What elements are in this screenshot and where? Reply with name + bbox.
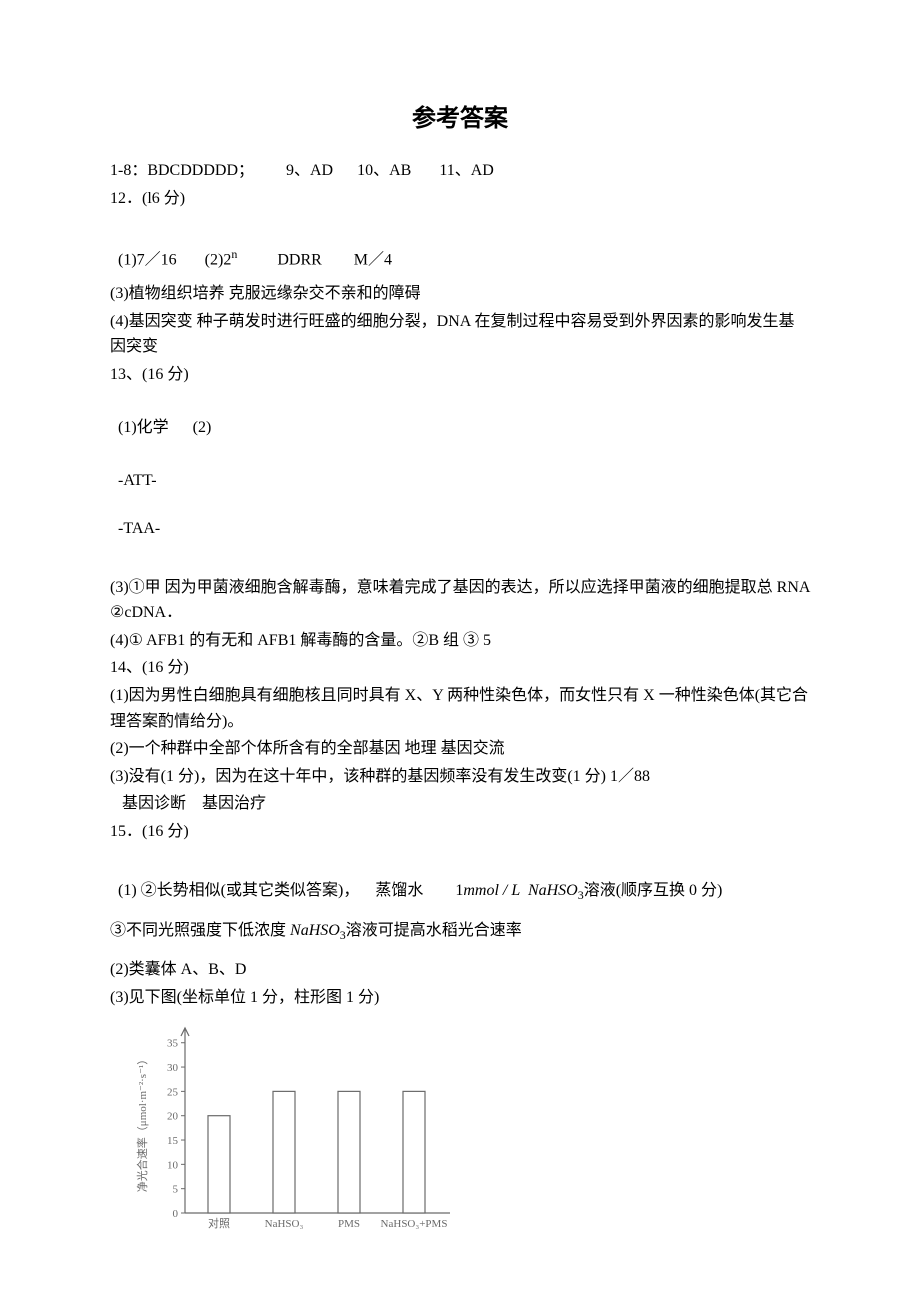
- q15-header: 15．(16 分): [110, 819, 810, 845]
- q12-part4: (4)基因突变 种子萌发时进行旺盛的细胞分裂，DNA 在复制过程中容易受到外界因…: [110, 309, 810, 360]
- q13-part3: (3)①甲 因为甲菌液细胞含解毒酶，意味着完成了基因的表达，所以应选择甲菌液的细…: [110, 575, 810, 626]
- q13-header: 13、(16 分): [110, 362, 810, 388]
- svg-text:35: 35: [167, 1038, 179, 1050]
- answers-line-1: 1-8：BDCDDDDD； 9、AD 10、AB 11、AD: [110, 158, 810, 184]
- q15-part2: (2)类囊体 A、B、D: [110, 957, 810, 983]
- q15-part3: (3)见下图(坐标单位 1 分，柱形图 1 分): [110, 985, 810, 1011]
- q14-part1: (1)因为男性白细胞具有细胞核且同时具有 X、Y 两种性染色体，而女性只有 X …: [110, 683, 810, 734]
- q12-p1-b: DDRR M／4: [237, 252, 392, 269]
- svg-text:净光合速率（μmol·m⁻²·s⁻¹）: 净光合速率（μmol·m⁻²·s⁻¹）: [135, 1054, 149, 1192]
- svg-text:30: 30: [167, 1062, 179, 1074]
- q15-p3-a: ③不同光照强度下低浓度: [110, 922, 290, 939]
- svg-text:15: 15: [167, 1135, 179, 1147]
- bar-chart: 0 5 10 15 20 25 30 35 净光合速率（μmol·m⁻²·s⁻¹） 对照 NaHSO…: [130, 1018, 810, 1248]
- q14-header: 14、(16 分): [110, 655, 810, 681]
- q15-part1-3: ③不同光照强度下低浓度 NaHSO3溶液可提高水稻光合速率: [110, 918, 810, 945]
- dna-bottom-strand: -TAA-: [118, 521, 160, 537]
- svg-text:25: 25: [167, 1087, 179, 1099]
- svg-text:20: 20: [167, 1111, 179, 1123]
- q14-part3b: 基因诊断 基因治疗: [110, 791, 810, 817]
- svg-text:PMS: PMS: [338, 1218, 360, 1230]
- svg-text:10: 10: [167, 1159, 179, 1171]
- dna-top-strand: -ATT-: [118, 473, 160, 489]
- q15-p1-math: mmol / L NaHSO: [463, 882, 577, 899]
- q14-part2: (2)一个种群中全部个体所含有的全部基因 地理 基因交流: [110, 736, 810, 762]
- q12-p1-a: (1)7／16 (2)2: [118, 252, 231, 269]
- q12-part3: (3)植物组织培养 克服远缘杂交不亲和的障碍: [110, 281, 810, 307]
- chart-svg: 0 5 10 15 20 25 30 35 净光合速率（μmol·m⁻²·s⁻¹） 对照 NaHSO…: [130, 1018, 450, 1248]
- q15-p1-a: (1) ②长势相似(或其它类似答案)， 蒸馏水 1: [118, 882, 463, 899]
- q15-p3-math: NaHSO: [290, 922, 340, 939]
- svg-text:5: 5: [173, 1184, 179, 1196]
- q15-part1: (1) ②长势相似(或其它类似答案)， 蒸馏水 1mmol / L NaHSO3…: [110, 853, 810, 906]
- q14-part3a: (3)没有(1 分)，因为在这十年中，该种群的基因频率没有发生改变(1 分) 1…: [110, 764, 810, 790]
- dna-fragment: -ATT- -TAA-: [118, 441, 160, 569]
- q12-part1-2: (1)7／16 (2)2n DDRR M／4: [110, 220, 810, 274]
- svg-text:NaHSO₃: NaHSO₃: [265, 1218, 304, 1230]
- q13-part4: (4)① AFB1 的有无和 AFB1 解毒酶的含量。②B 组 ③ 5: [110, 628, 810, 654]
- q15-p3-b: 溶液可提高水稻光合速率: [346, 922, 522, 939]
- q13-p1-a: (1)化学 (2): [118, 419, 211, 436]
- svg-text:对照: 对照: [208, 1216, 230, 1230]
- q12-header: 12．(l6 分): [110, 186, 810, 212]
- q15-p1-b: 溶液(顺序互换 0 分): [584, 882, 723, 899]
- svg-text:NaHSO₃+PMS: NaHSO₃+PMS: [381, 1218, 448, 1230]
- page-title: 参考答案: [110, 100, 810, 138]
- q13-part1-2: (1)化学 (2) -ATT- -TAA-: [110, 389, 810, 568]
- svg-text:0: 0: [173, 1208, 179, 1220]
